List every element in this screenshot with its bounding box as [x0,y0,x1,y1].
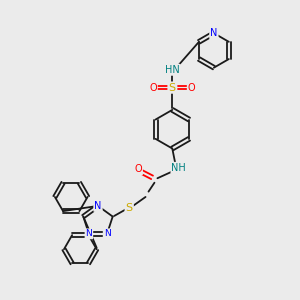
Text: N: N [210,28,218,38]
Text: O: O [134,164,142,174]
Text: N: N [85,229,92,238]
Text: S: S [169,82,176,93]
Text: NH: NH [172,163,186,173]
Text: N: N [94,201,102,211]
Text: O: O [188,82,195,93]
Text: HN: HN [165,65,180,75]
Text: N: N [104,229,110,238]
Text: S: S [126,203,133,213]
Text: O: O [149,82,157,93]
